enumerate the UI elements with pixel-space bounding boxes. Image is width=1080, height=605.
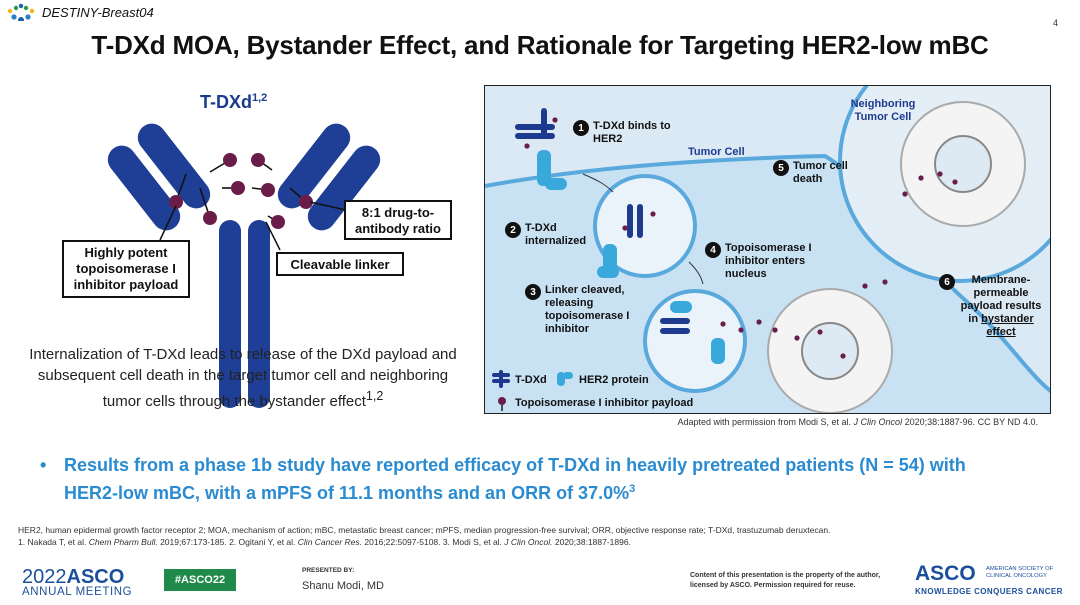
caption-text: Internalization of T-DXd leads to releas… [29, 346, 457, 410]
payload-callout: Highly potent topoisomerase I inhibitor … [62, 240, 190, 298]
bullet-ref: 3 [629, 483, 636, 495]
payload-legend-icon [498, 397, 506, 411]
step-3: 3 Linker cleaved, releasing topoisomerase… [525, 284, 645, 336]
step-4-text: Topoisomerase I inhibitor enters nucleus [725, 242, 812, 280]
step-5: 5 Tumor cell death [773, 160, 863, 186]
hashtag-badge: #ASCO22 [164, 569, 236, 591]
ref-3-journal: J Clin Oncol. [504, 537, 553, 547]
adc-title-refs: 1,2 [252, 92, 268, 104]
trial-tag-text: DESTINY-Breast04 [42, 4, 154, 20]
step-3-text: Linker cleaved, releasing topoisomerase … [545, 284, 630, 335]
meeting-asco: ASCO [66, 566, 125, 588]
figure-attribution: Adapted with permission from Modi S, et … [677, 417, 1038, 427]
bullet-text: Results from a phase 1b study have repor… [64, 455, 966, 503]
ref-1-journal: Chem Pharm Bull. [88, 537, 158, 547]
ref-2-journal: Clin Cancer Res. [297, 537, 363, 547]
meeting-year: 2022 [22, 566, 67, 588]
step-4-number: 4 [705, 242, 721, 258]
step-6-text-plain: Membrane-permeable payload results in [960, 274, 1042, 325]
legend-payload: Topoisomerase I inhibitor payload [515, 397, 694, 409]
linker-callout: Cleavable linker [276, 252, 404, 276]
step-6-text: Membrane-permeable payload results in by… [959, 274, 1043, 339]
references-footnote: 1. Nakada T, et al. Chem Pharm Bull. 201… [18, 537, 631, 547]
step-2: 2 T-DXd internalized [505, 222, 587, 248]
attribution-suffix: 2020;38:1887-96. CC BY ND 4.0. [904, 417, 1038, 427]
rights-notice: Content of this presentation is the prop… [690, 572, 881, 589]
slide-title: T-DXd MOA, Bystander Effect, and Rationa… [91, 30, 989, 60]
abbreviations-footnote: HER2, human epidermal growth factor rece… [18, 525, 831, 535]
step-4: 4 Topoisomerase I inhibitor enters nucleu… [705, 242, 829, 281]
adc-structure-title: T-DXd1,2 [200, 92, 267, 113]
presenter-name: Shanu Modi, MD [302, 580, 384, 592]
ref-3-authors: 2016;22:5097-5108. 3. Modi S, et al. [364, 537, 502, 547]
step-1: 1 T-DXd binds to HER2 [573, 120, 683, 146]
bullet-marker: • [40, 455, 47, 475]
page-number: 4 [1052, 18, 1058, 28]
adc-title-text: T-DXd [200, 92, 252, 112]
step-1-text: T-DXd binds to HER2 [593, 120, 671, 145]
step-6: 6 Membrane-permeable payload results in b… [939, 274, 1047, 339]
ref-2-authors: 2019;67:173-185. 2. Ogitani Y, et al. [160, 537, 296, 547]
presented-by-label: PRESENTED BY: [302, 567, 355, 574]
legend-her2: HER2 protein [579, 374, 649, 386]
slide-footer: 2022ASCO ANNUAL MEETING #ASCO22 PRESENTE… [0, 560, 1080, 605]
step-2-number: 2 [505, 222, 521, 238]
asco-society-name: AMERICAN SOCIETY OF CLINICAL ONCOLOGY [986, 566, 1054, 579]
step-6-number: 6 [939, 274, 955, 290]
tumor-cell-label: Tumor Cell [688, 146, 745, 158]
ref-3-details: 2020;38:1887-1896. [554, 537, 631, 547]
step-2-text: T-DXd internalized [525, 222, 587, 247]
her2-legend-icon [557, 372, 573, 386]
annual-meeting-label: ANNUAL MEETING [22, 586, 133, 598]
step-1-number: 1 [573, 120, 589, 136]
key-finding-bullet: • Results from a phase 1b study have rep… [40, 453, 1020, 505]
bullet-content: Results from a phase 1b study have repor… [64, 453, 1020, 505]
attribution-journal: J Clin Oncol [853, 417, 903, 427]
step-3-number: 3 [525, 284, 541, 300]
antibody-drug-conjugate-diagram [107, 123, 381, 408]
legend-tdxd: T-DXd [515, 374, 547, 386]
step-5-number: 5 [773, 160, 789, 176]
trial-tag: DESTINY-Breast04 [6, 2, 154, 22]
asco-logo: ASCO [915, 562, 976, 585]
step-5-text: Tumor cell death [793, 160, 848, 185]
destiny-logo-icon [7, 3, 35, 21]
mechanism-caption: Internalization of T-DXd leads to releas… [18, 344, 468, 412]
asco-tagline: KNOWLEDGE CONQUERS CANCER [915, 587, 1063, 596]
tdxd-legend-icon [492, 370, 510, 388]
ref-1-authors: 1. Nakada T, et al. [18, 537, 87, 547]
neighboring-cell-label: Neighboring Tumor Cell [850, 98, 916, 123]
step-6-text-underlined: bystander effect [981, 313, 1034, 338]
attribution-prefix: Adapted with permission from Modi S, et … [677, 417, 852, 427]
meeting-logo: 2022ASCO [22, 566, 124, 589]
ratio-callout: 8:1 drug-to-antibody ratio [344, 200, 452, 240]
moa-illustration [485, 86, 1050, 413]
caption-refs: 1,2 [365, 389, 384, 403]
moa-diagram: Neighboring Tumor Cell Tumor Cell 1 T-DXd… [484, 85, 1051, 414]
